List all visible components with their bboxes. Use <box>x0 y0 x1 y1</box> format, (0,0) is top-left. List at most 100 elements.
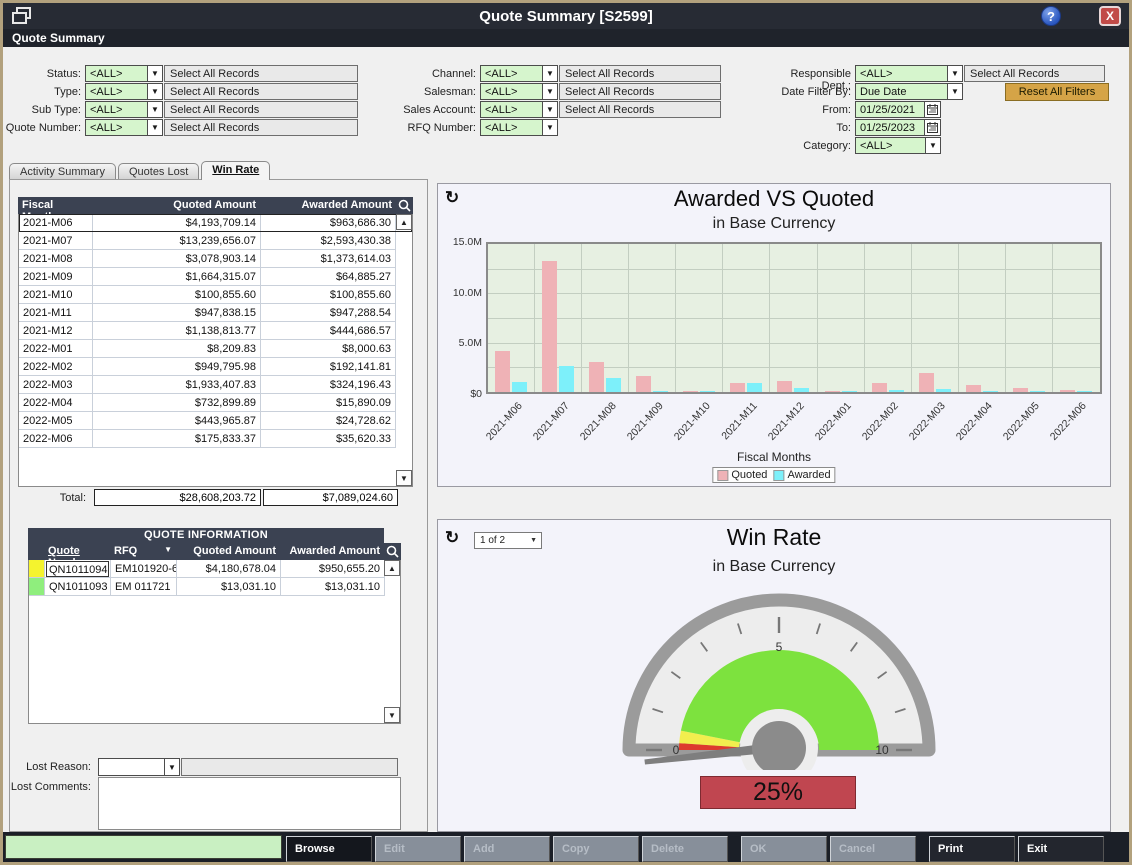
search-icon[interactable] <box>396 197 413 214</box>
table-row[interactable]: QN1011094▼EM101920-6$4,180,678.04$950,65… <box>29 560 400 578</box>
refresh-icon[interactable]: ↻ <box>445 188 460 207</box>
refresh-icon[interactable]: ↻ <box>445 528 460 547</box>
chevron-down-icon[interactable]: ▼ <box>147 101 163 118</box>
table-cell: $64,885.27 <box>261 268 396 286</box>
table-row[interactable]: 2021-M08 $3,078,903.14 $1,373,614.03 <box>19 250 412 268</box>
filter-salesman-select-field[interactable]: Select All Records <box>559 83 721 100</box>
filter-salesman-combo[interactable]: <ALL> <box>480 83 542 100</box>
scroll-down-icon[interactable]: ▼ <box>384 707 400 723</box>
filter-from-input[interactable]: 01/25/2021 <box>855 101 925 118</box>
table-row[interactable]: 2021-M11 $947,838.15 $947,288.54 <box>19 304 412 322</box>
chevron-down-icon[interactable]: ▼ <box>542 83 558 100</box>
close-icon[interactable]: X <box>1099 6 1121 26</box>
quote-number-cell[interactable]: QN1011093 <box>45 578 111 596</box>
chevron-down-icon[interactable]: ▼ <box>542 119 558 136</box>
legend-label: Quoted <box>731 469 768 481</box>
cancel-button[interactable]: Cancel <box>830 836 916 862</box>
ok-button[interactable]: OK <box>741 836 827 862</box>
filter-channel-combo[interactable]: <ALL> <box>480 65 542 82</box>
filter-channel-select-field[interactable]: Select All Records <box>559 65 721 82</box>
chevron-down-icon[interactable]: ▼ <box>542 65 558 82</box>
filter-responsibledept-select-field[interactable]: Select All Records <box>964 65 1105 82</box>
chevron-down-icon[interactable]: ▼ <box>947 65 963 82</box>
table-row[interactable]: QN1011093 EM 011721 $13,031.10 $13,031.10 <box>29 578 400 596</box>
copy-button[interactable]: Copy <box>553 836 639 862</box>
chevron-down-icon[interactable]: ▼ <box>147 65 163 82</box>
table-cell: $2,593,430.38 <box>261 232 396 250</box>
filter-quotenumber-row: Quote Number: <ALL> ▼ Select All Records <box>3 119 358 136</box>
filter-category-combo[interactable]: <ALL> <box>855 137 925 154</box>
table-row[interactable]: 2022-M01 $8,209.83 $8,000.63 <box>19 340 412 358</box>
filter-dropdown-icon[interactable]: ▼ <box>164 545 172 554</box>
table-row[interactable]: 2021-M12 $1,138,813.77 $444,686.57 <box>19 322 412 340</box>
filter-salesaccount-select-field[interactable]: Select All Records <box>559 101 721 118</box>
lost-comments-textarea[interactable] <box>98 777 401 830</box>
fiscal-month-column-header[interactable]: Fiscal Month ▲ <box>18 197 92 223</box>
search-icon[interactable] <box>384 543 401 560</box>
filter-subtype-combo[interactable]: <ALL> <box>85 101 147 118</box>
chevron-down-icon[interactable]: ▼ <box>925 137 941 154</box>
tab-quotes-lost[interactable]: Quotes Lost <box>117 163 200 180</box>
table-row[interactable]: 2021-M09 $1,664,315.07 $64,885.27 <box>19 268 412 286</box>
chevron-down-icon[interactable]: ▼ <box>542 101 558 118</box>
filter-quotenumber-combo[interactable]: <ALL> <box>85 119 147 136</box>
table-row[interactable]: 2022-M06 $175,833.37 $35,620.33 <box>19 430 412 448</box>
filter-subtype-select-field[interactable]: Select All Records <box>164 101 358 118</box>
filter-datefilterby-row: Date Filter By: Due Date ▼ <box>768 83 963 100</box>
reset-all-filters-button[interactable]: Reset All Filters <box>1005 83 1109 101</box>
chevron-down-icon[interactable]: ▼ <box>147 119 163 136</box>
page-selector[interactable]: 1 of 2 ▼ <box>474 532 542 549</box>
scroll-up-icon[interactable]: ▲ <box>396 214 412 230</box>
filter-type-combo[interactable]: <ALL> <box>85 83 147 100</box>
chevron-down-icon[interactable]: ▼ <box>107 562 110 576</box>
exit-button[interactable]: Exit <box>1018 836 1104 862</box>
edit-button[interactable]: Edit <box>375 836 461 862</box>
filter-salesman-label: Salesman: <box>424 86 476 98</box>
bar-group <box>912 244 959 392</box>
calendar-icon[interactable] <box>925 119 941 136</box>
table-cell: $947,838.15 <box>93 304 261 322</box>
tab-activity-summary[interactable]: Activity Summary <box>9 163 116 180</box>
tab-win-rate[interactable]: Win Rate <box>201 161 271 180</box>
quoted-bar <box>495 351 511 392</box>
chevron-down-icon[interactable]: ▼ <box>164 758 180 776</box>
table-row[interactable]: 2021-M07 $13,239,656.07 $2,593,430.38 <box>19 232 412 250</box>
bar-group <box>770 244 818 392</box>
qi-awarded-column-header[interactable]: Awarded Amount <box>289 545 380 557</box>
menu-title: Quote Summary <box>12 31 105 45</box>
filter-status-select-field[interactable]: Select All Records <box>164 65 358 82</box>
browse-button[interactable]: Browse <box>286 836 372 862</box>
scroll-up-icon[interactable]: ▲ <box>384 560 400 576</box>
quoted-bar <box>683 391 699 392</box>
filter-responsibledept-combo[interactable]: <ALL> <box>855 65 947 82</box>
table-row[interactable]: 2022-M04 $732,899.89 $15,890.09 <box>19 394 412 412</box>
table-row[interactable]: 2021-M10 $100,855.60 $100,855.60 <box>19 286 412 304</box>
filter-to-input[interactable]: 01/25/2023 <box>855 119 925 136</box>
filter-salesaccount-combo[interactable]: <ALL> <box>480 101 542 118</box>
lost-reason-combo[interactable] <box>98 758 164 776</box>
help-icon[interactable]: ? <box>1041 6 1061 26</box>
qi-quoted-column-header[interactable]: Quoted Amount <box>193 545 276 557</box>
table-row[interactable]: 2022-M02 $949,795.98 $192,141.81 <box>19 358 412 376</box>
table-row[interactable]: 2022-M03 $1,933,407.83 $324,196.43 <box>19 376 412 394</box>
awarded-amount-column-header[interactable]: Awarded Amount <box>301 199 392 211</box>
table-cell: $8,000.63 <box>261 340 396 358</box>
chevron-down-icon[interactable]: ▼ <box>147 83 163 100</box>
delete-button[interactable]: Delete <box>642 836 728 862</box>
quoted-amount-column-header[interactable]: Quoted Amount <box>173 199 256 211</box>
quote-number-cell[interactable]: QN1011094▼ <box>45 560 111 578</box>
add-button[interactable]: Add <box>464 836 550 862</box>
table-row[interactable]: 2022-M05 $443,965.87 $24,728.62 <box>19 412 412 430</box>
filter-datefilterby-combo[interactable]: Due Date <box>855 83 947 100</box>
filter-rfqnumber-combo[interactable]: <ALL> <box>480 119 542 136</box>
filter-status-combo[interactable]: <ALL> <box>85 65 147 82</box>
rfq-column-header[interactable]: RFQ ▼ <box>110 543 176 560</box>
chevron-down-icon[interactable]: ▼ <box>947 83 963 100</box>
scroll-down-icon[interactable]: ▼ <box>396 470 412 486</box>
calendar-icon[interactable] <box>925 101 941 118</box>
filter-type-select-field[interactable]: Select All Records <box>164 83 358 100</box>
print-button[interactable]: Print <box>929 836 1015 862</box>
filter-quotenumber-select-field[interactable]: Select All Records <box>164 119 358 136</box>
quote-number-column-header[interactable]: Quote Number <box>48 545 90 569</box>
table-row[interactable]: 2021-M06 $4,193,709.14 $963,686.30 <box>19 214 412 232</box>
